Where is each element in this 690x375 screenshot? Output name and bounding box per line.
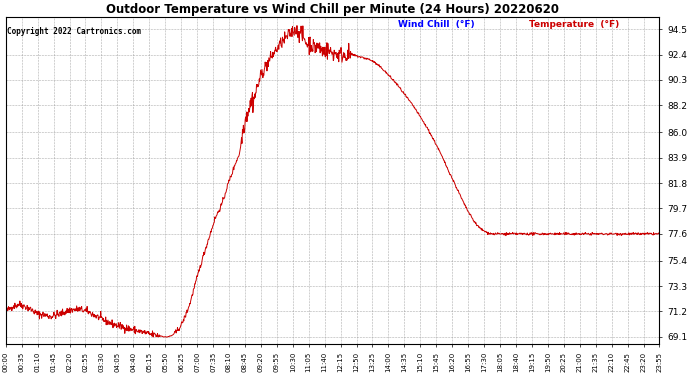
Title: Outdoor Temperature vs Wind Chill per Minute (24 Hours) 20220620: Outdoor Temperature vs Wind Chill per Mi… — [106, 3, 559, 16]
Text: Temperature  (°F): Temperature (°F) — [529, 20, 619, 29]
Text: Wind Chill  (°F): Wind Chill (°F) — [398, 20, 475, 29]
Text: Copyright 2022 Cartronics.com: Copyright 2022 Cartronics.com — [7, 27, 141, 36]
